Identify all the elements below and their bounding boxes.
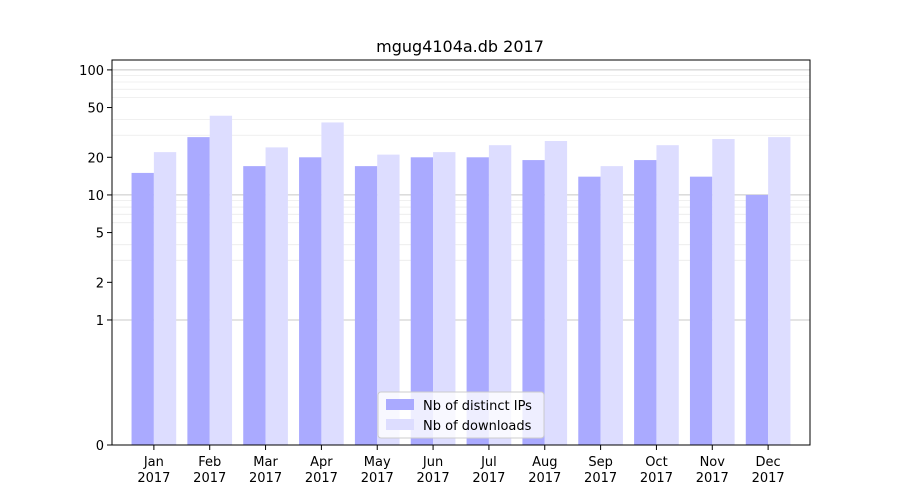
bar-downloads <box>433 152 456 445</box>
y-tick-label: 0 <box>96 439 104 454</box>
legend: Nb of distinct IPs Nb of downloads <box>377 391 545 439</box>
x-tick-label-year: 2017 <box>528 471 561 486</box>
x-tick-label-month: Nov <box>700 455 726 470</box>
legend-swatch <box>386 399 414 410</box>
x-tick-label-month: Sep <box>588 455 613 470</box>
legend-label: Nb of distinct IPs <box>423 399 532 414</box>
x-tick-label-year: 2017 <box>249 471 282 486</box>
bar-distinct-ips <box>187 137 210 445</box>
x-tick-label-year: 2017 <box>305 471 338 486</box>
bar-distinct-ips <box>243 166 266 445</box>
legend-label: Nb of downloads <box>423 419 532 434</box>
bar-downloads <box>377 154 400 446</box>
bar-downloads <box>209 115 233 445</box>
bar-distinct-ips <box>299 157 322 445</box>
bar-downloads <box>600 166 623 445</box>
bar-downloads <box>153 152 177 445</box>
x-tick-label-year: 2017 <box>361 471 394 486</box>
x-tick-label-month: Jun <box>422 455 443 470</box>
x-tick-label-year: 2017 <box>584 471 617 486</box>
x-tick-label-month: May <box>364 455 391 470</box>
bar-distinct-ips <box>466 157 489 445</box>
x-tick-label-month: Feb <box>198 455 221 470</box>
x-axis: Jan2017Feb2017Mar2017Apr2017May2017Jun20… <box>137 445 785 486</box>
x-tick-label-month: Aug <box>532 455 557 470</box>
bar-downloads <box>488 145 512 445</box>
y-tick-label: 10 <box>87 189 104 204</box>
y-tick-label: 5 <box>96 227 104 242</box>
x-tick-label-year: 2017 <box>417 471 450 486</box>
bar-downloads <box>544 140 568 445</box>
x-tick-label-month: Jan <box>143 455 164 470</box>
bar-downloads <box>321 122 344 445</box>
bar-downloads <box>265 147 288 446</box>
x-tick-label-year: 2017 <box>472 471 505 486</box>
bar-distinct-ips <box>578 176 601 445</box>
bar-distinct-ips <box>745 194 769 445</box>
x-tick-label-year: 2017 <box>193 471 226 486</box>
y-tick-label: 2 <box>96 276 104 291</box>
y-tick-label: 20 <box>87 151 104 166</box>
x-tick-label-year: 2017 <box>752 471 785 486</box>
x-tick-label-year: 2017 <box>137 471 170 486</box>
bar-distinct-ips <box>634 160 657 445</box>
bar-distinct-ips <box>354 166 378 445</box>
bars <box>131 115 791 446</box>
x-tick-label-year: 2017 <box>696 471 729 486</box>
x-tick-label-year: 2017 <box>640 471 673 486</box>
axes-frame <box>111 59 811 446</box>
x-tick-label-month: Dec <box>756 455 781 470</box>
x-tick-label-month: Apr <box>310 455 333 470</box>
legend-box <box>377 391 545 439</box>
bar-downloads <box>768 137 791 445</box>
bar-distinct-ips <box>131 172 154 445</box>
bar-downloads <box>712 139 735 445</box>
y-tick-label: 50 <box>87 102 104 117</box>
legend-swatch <box>386 419 414 430</box>
bar-distinct-ips <box>522 160 545 445</box>
chart-title: mgug4104a.db 2017 <box>376 37 544 56</box>
x-tick-label-month: Mar <box>253 455 278 470</box>
y-tick-label: 1 <box>96 314 104 329</box>
y-axis: 0 1 2 5 10 20 50 100 <box>79 64 112 454</box>
y-tick-label: 100 <box>79 64 104 79</box>
x-tick-label-month: Oct <box>645 455 667 470</box>
bar-distinct-ips <box>689 176 713 445</box>
bar-distinct-ips <box>410 157 434 445</box>
bar-downloads <box>656 145 679 445</box>
x-tick-label-month: Jul <box>480 455 497 470</box>
